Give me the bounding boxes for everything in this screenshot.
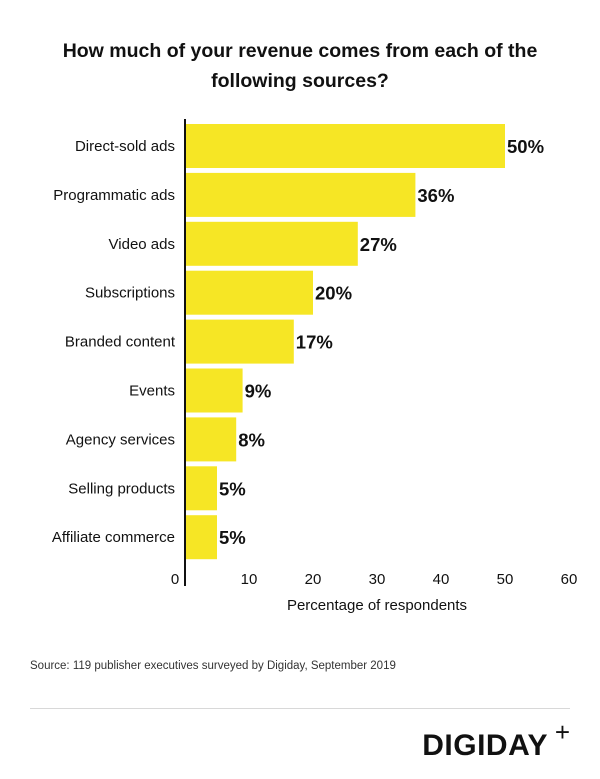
value-label: 9% [245,381,272,402]
bar [185,221,358,266]
value-label: 17% [296,332,333,353]
value-label: 5% [219,478,246,499]
bar [185,124,505,168]
category-label: Branded content [65,334,176,351]
x-axis-title: Percentage of respondents [287,597,467,614]
bar [185,172,416,217]
x-tick-label: 0 [171,571,179,588]
bar [185,270,313,315]
chart-title: How much of your revenue comes from each… [62,40,538,92]
category-label: Video ads [109,236,175,253]
value-label: 5% [219,527,246,548]
category-label: Direct-sold ads [75,138,175,155]
x-tick-label: 60 [561,571,578,588]
value-label: 20% [315,283,352,304]
value-label: 36% [417,185,454,206]
source-note: Source: 119 publisher executives surveye… [30,660,396,672]
x-tick-label: 30 [369,571,386,588]
x-tick-label: 50 [497,571,514,588]
x-tick-label: 20 [305,571,322,588]
category-label: Agency services [66,431,175,448]
value-label: 50% [507,136,544,157]
plus-icon: + [554,717,570,747]
bar [185,417,237,462]
digiday-logo: DIGIDAY [422,729,548,762]
x-tick-label: 40 [433,571,450,588]
value-label: 27% [360,234,397,255]
value-label: 8% [238,429,265,450]
bar-chart: Direct-sold ads 50% Programmatic ads 36% Vid… [52,119,578,614]
category-label: Events [129,383,175,400]
category-label: Affiliate commerce [52,529,175,546]
x-tick-label: 10 [241,571,258,588]
category-label: Subscriptions [85,285,175,302]
bar [185,368,243,413]
category-label: Selling products [68,480,175,497]
bar [185,515,217,560]
category-label: Programmatic ads [53,187,175,204]
footer-divider [30,708,570,709]
bar [185,319,294,364]
bar [185,466,217,511]
